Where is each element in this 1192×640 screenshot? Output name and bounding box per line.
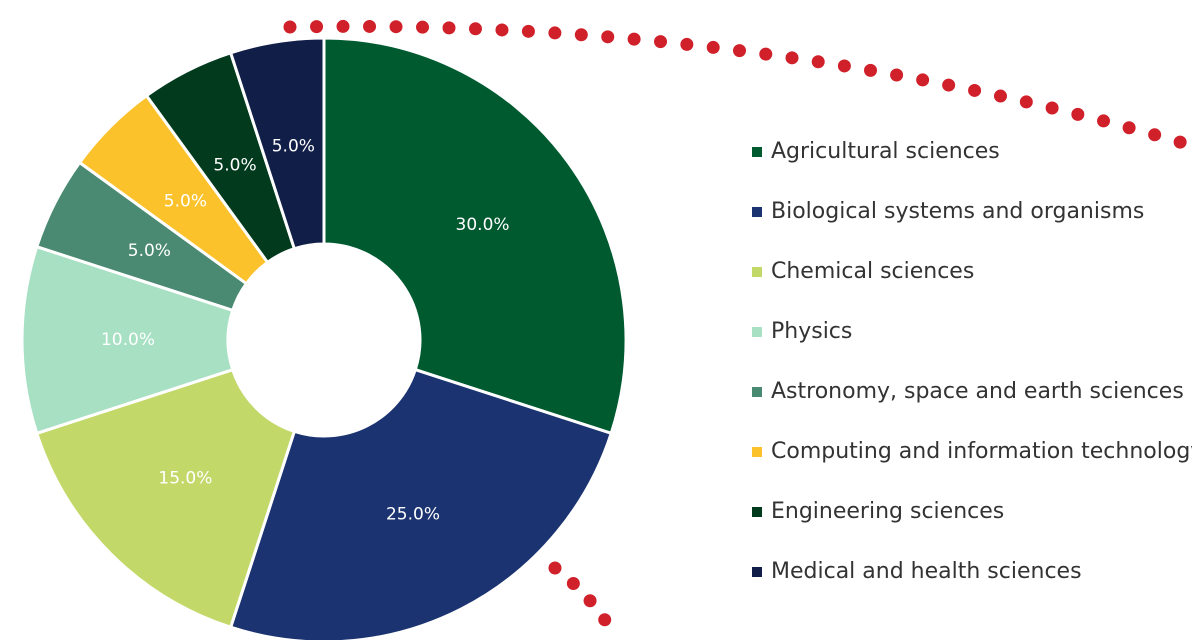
decor-dots: [283, 19, 1192, 152]
legend-label: Astronomy, space and earth sciences: [771, 379, 1184, 404]
legend-swatch: [752, 567, 762, 577]
legend-swatch: [752, 327, 762, 337]
legend-label: Engineering sciences: [771, 499, 1004, 524]
value-label: 30.0%: [456, 215, 510, 235]
value-label: 5.0%: [213, 155, 256, 175]
legend-label: Physics: [771, 319, 852, 344]
legend: Agricultural sciences Biological systems …: [752, 139, 1192, 584]
legend-label: Biological systems and organisms: [771, 199, 1144, 224]
legend-label: Chemical sciences: [771, 259, 974, 284]
legend-label: Medical and health sciences: [771, 559, 1082, 584]
donut: 30.0% 25.0% 15.0% 10.0% 5.0% 5.0% 5.0% 5.0%: [20, 36, 628, 640]
legend-swatch: [752, 507, 762, 517]
value-label: 5.0%: [128, 241, 171, 261]
value-label: 25.0%: [386, 505, 440, 525]
slice: [322, 36, 628, 436]
slice: [228, 367, 614, 640]
legend-swatch: [752, 387, 762, 397]
slice: [228, 36, 326, 251]
value-label: 10.0%: [101, 330, 155, 350]
legend-label: Agricultural sciences: [771, 139, 1000, 164]
legend-swatch: [752, 447, 762, 457]
decor-dots: [548, 561, 617, 635]
value-label: 5.0%: [164, 191, 207, 211]
legend-swatch: [752, 207, 762, 217]
value-label: 15.0%: [158, 469, 212, 489]
legend-swatch: [752, 267, 762, 277]
legend-label: Computing and information technology: [771, 439, 1192, 464]
value-label: 5.0%: [272, 136, 315, 156]
slice: [34, 367, 297, 630]
legend-swatch: [752, 147, 762, 157]
